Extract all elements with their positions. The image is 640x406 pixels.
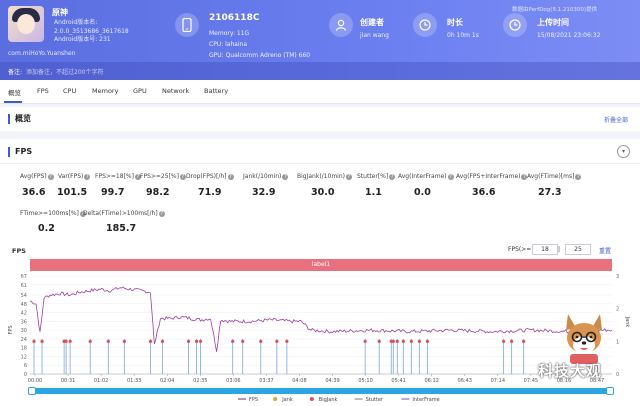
label-bar[interactable]: label1 bbox=[30, 259, 612, 271]
device-gpu: GPU: Qualcomm Adreno (TM) 660 bbox=[209, 52, 311, 59]
creator-value: jian wang bbox=[360, 32, 389, 39]
tab-gpu[interactable]: GPU bbox=[133, 87, 147, 95]
upload-title: 上传时间 bbox=[537, 18, 569, 27]
fps-threshold-min-input[interactable]: 18 bbox=[532, 244, 558, 255]
tab-overview[interactable]: 概览 bbox=[8, 89, 21, 97]
corgi-mascot-image bbox=[566, 314, 602, 364]
device-memory: Memory: 11G bbox=[209, 30, 250, 37]
metric-value: 0.0 bbox=[414, 187, 431, 198]
help-icon: ? bbox=[282, 174, 289, 180]
tab-memory[interactable]: Memory bbox=[92, 87, 119, 95]
help-icon: ? bbox=[521, 174, 528, 180]
tab-network[interactable]: Network bbox=[162, 87, 190, 95]
metric-label: Var(FPS)? bbox=[58, 173, 91, 180]
app-icon bbox=[8, 6, 44, 42]
timeline-scrollbar[interactable] bbox=[30, 388, 612, 394]
help-icon: ? bbox=[575, 174, 582, 180]
fps-panel: FPS ▾ bbox=[0, 139, 640, 406]
metric-value: 101.5 bbox=[57, 187, 88, 198]
metric-value: 1.1 bbox=[365, 187, 382, 198]
metric-label: Avg(FTime)[ms]? bbox=[527, 173, 582, 180]
tab-battery[interactable]: Battery bbox=[204, 87, 229, 95]
help-icon: ? bbox=[158, 211, 165, 217]
metric-value: 27.3 bbox=[538, 187, 562, 198]
phone-icon bbox=[175, 13, 199, 37]
metric-label: Delta(FTime)>100ms[/h]? bbox=[83, 210, 165, 217]
report-header: 原神 Android版本名: 2.0.0_3513686_3617618 And… bbox=[0, 0, 640, 80]
fps-threshold-separator: | bbox=[558, 246, 561, 253]
creator-title: 创建者 bbox=[360, 18, 384, 27]
remark-input[interactable]: 添加备注，不超过200个字符 bbox=[26, 69, 104, 76]
metric-label: Stutter[%]? bbox=[357, 173, 396, 180]
upload-clock-icon bbox=[503, 13, 527, 37]
metric-label: FTime>=100ms[%]? bbox=[20, 210, 86, 217]
help-icon: ? bbox=[345, 174, 352, 180]
metric-label: Jank(/10min)? bbox=[243, 173, 289, 180]
metric-value: 32.9 bbox=[252, 187, 276, 198]
tab-cpu[interactable]: CPU bbox=[63, 87, 77, 95]
chart-title: FPS bbox=[12, 247, 26, 255]
app-name: 原神 bbox=[52, 8, 68, 17]
fps-threshold-label: FPS(>=): bbox=[508, 246, 536, 253]
scrollbar-right-handle[interactable] bbox=[606, 387, 614, 395]
metric-value: 30.0 bbox=[311, 187, 335, 198]
remark-bar: 备注: 添加备注，不超过200个字符 bbox=[0, 62, 640, 80]
help-icon: ? bbox=[447, 174, 454, 180]
duration-title: 时长 bbox=[447, 18, 463, 27]
metric-label: Avg(FPS)? bbox=[20, 173, 54, 180]
metric-value: 36.6 bbox=[22, 187, 46, 198]
watermark-logo-text: 科技大观 bbox=[538, 362, 603, 380]
help-icon: ? bbox=[47, 174, 54, 180]
metric-value: 36.6 bbox=[472, 187, 496, 198]
overview-panel: 概览 折叠全部 bbox=[0, 107, 640, 131]
app-package: com.miHoYo.Yuanshen bbox=[8, 50, 76, 57]
remark-label: 备注: bbox=[8, 69, 23, 76]
metric-label: FPS>=25[%]? bbox=[140, 173, 186, 180]
app-version-name: 2.0.0_3513686_3617618 bbox=[54, 27, 129, 35]
scrollbar-left-handle[interactable] bbox=[28, 387, 36, 395]
user-icon bbox=[329, 13, 353, 37]
fps-threshold-max-input[interactable]: 25 bbox=[565, 244, 591, 255]
help-icon: ? bbox=[84, 174, 91, 180]
metric-value: 71.9 bbox=[198, 187, 222, 198]
device-cpu: CPU: lahaina bbox=[209, 41, 248, 48]
upload-value: 15/08/2021 23:06:32 bbox=[537, 32, 601, 39]
reset-link[interactable]: 重置 bbox=[599, 248, 612, 255]
collapse-all-link[interactable]: 折叠全部 bbox=[603, 117, 628, 124]
help-icon: ? bbox=[389, 174, 396, 180]
metric-label: FPS>=18[%]? bbox=[95, 173, 141, 180]
help-icon: ? bbox=[227, 174, 234, 180]
device-info: Memory: 11G CPU: lahaina GPU: Qualcomm A… bbox=[209, 28, 310, 61]
overview-title: 概览 bbox=[8, 114, 31, 124]
clock-icon bbox=[413, 13, 437, 37]
app-meta: Android版本名: 2.0.0_3513686_3617618 Androi… bbox=[54, 19, 129, 45]
data-source-note: 数据由PerfDog(5.1.210300)提供 bbox=[512, 7, 598, 13]
help-icon: ? bbox=[79, 211, 86, 217]
active-tab-indicator bbox=[4, 101, 22, 103]
tab-bar: 概览 FPS CPU Memory GPU Network Battery bbox=[0, 80, 640, 104]
metric-label: BigJank(/10min)? bbox=[297, 173, 352, 180]
metric-label: Drop(FPS)[/h]? bbox=[186, 173, 234, 180]
duration-value: 0h 10m 1s bbox=[447, 32, 479, 39]
help-icon: ? bbox=[134, 174, 141, 180]
tab-fps[interactable]: FPS bbox=[37, 87, 49, 95]
metric-value: 0.2 bbox=[38, 223, 55, 234]
app-version-name-label: Android版本名: bbox=[54, 19, 98, 26]
metric-value: 99.7 bbox=[101, 187, 125, 198]
fps-section-toggle[interactable]: ▾ bbox=[617, 145, 630, 158]
metric-value: 185.7 bbox=[106, 223, 137, 234]
metric-value: 98.2 bbox=[146, 187, 170, 198]
app-version-code: Android版本号: 231 bbox=[54, 36, 111, 43]
metric-label: Avg(FPS+InterFrame)? bbox=[456, 173, 528, 180]
metric-label: Avg(InterFrame)? bbox=[398, 173, 454, 180]
device-id: 2106118C bbox=[209, 13, 260, 23]
fps-section-title: FPS bbox=[8, 147, 32, 157]
help-icon: ? bbox=[179, 174, 186, 180]
